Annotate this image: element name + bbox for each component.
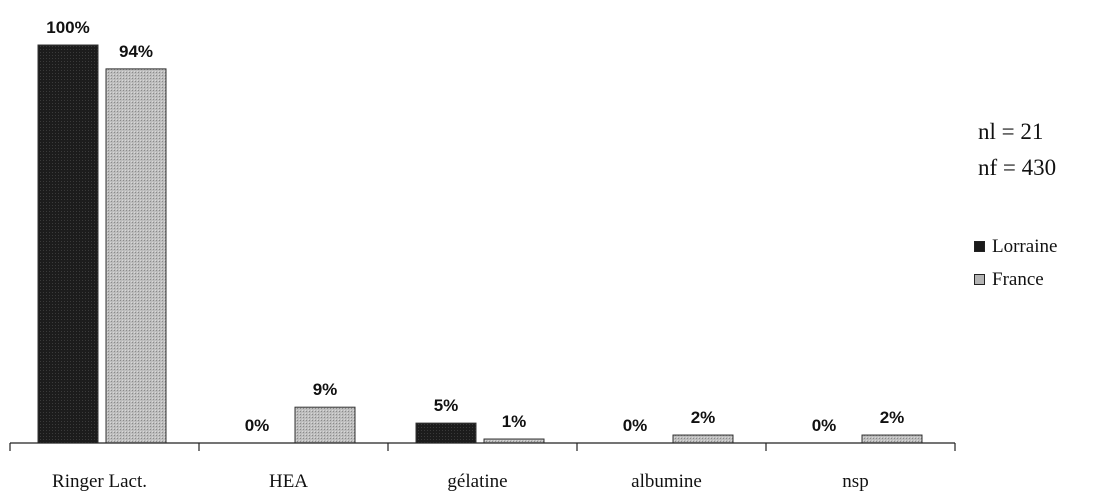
value-label-france-albumine: 2% bbox=[691, 408, 716, 427]
bar-france-ringer-lact bbox=[105, 68, 167, 444]
value-label-france-ringer-lact: 94% bbox=[119, 42, 153, 61]
category-label-gelatine: gélatine bbox=[447, 471, 507, 492]
legend-item-lorraine: Lorraine bbox=[974, 230, 1057, 263]
value-label-lorraine-hea: 0% bbox=[245, 416, 270, 435]
bar-lorraine-ringer-lact bbox=[37, 44, 99, 444]
category-label-ringer-lact: Ringer Lact. bbox=[52, 471, 147, 492]
note-nf: nf = 430 bbox=[978, 155, 1057, 180]
category-label-nsp: nsp bbox=[842, 471, 868, 492]
value-label-lorraine-gelatine: 5% bbox=[434, 396, 459, 415]
bar-france-hea bbox=[294, 406, 356, 444]
legend-swatch-lorraine bbox=[974, 241, 985, 252]
bar-france-albumine bbox=[672, 434, 734, 444]
bars-layer bbox=[37, 44, 923, 444]
legend-label-france: France bbox=[992, 268, 1044, 290]
x-axis: Ringer Lact. HEA gélatine albumine nsp bbox=[9, 442, 956, 492]
value-label-france-nsp: 2% bbox=[880, 408, 905, 427]
legend-swatch-france bbox=[974, 274, 985, 285]
value-label-lorraine-ringer-lact: 100% bbox=[46, 18, 89, 37]
category-label-hea: HEA bbox=[269, 471, 308, 492]
legend-label-lorraine: Lorraine bbox=[992, 235, 1058, 257]
legend-item-france: France bbox=[974, 263, 1057, 296]
bar-france-nsp bbox=[861, 434, 923, 444]
legend: Lorraine France bbox=[974, 230, 1057, 296]
value-label-france-gelatine: 1% bbox=[502, 412, 527, 431]
value-labels-layer: 100% 94% 0% 9% 5% 1% 0% 2% 0% 2% bbox=[46, 18, 904, 435]
value-label-france-hea: 9% bbox=[313, 380, 338, 399]
value-label-lorraine-albumine: 0% bbox=[623, 416, 648, 435]
value-label-lorraine-nsp: 0% bbox=[812, 416, 837, 435]
bar-lorraine-gelatine bbox=[415, 422, 477, 444]
note-nl: nl = 21 bbox=[978, 119, 1044, 144]
category-label-albumine: albumine bbox=[631, 471, 702, 492]
